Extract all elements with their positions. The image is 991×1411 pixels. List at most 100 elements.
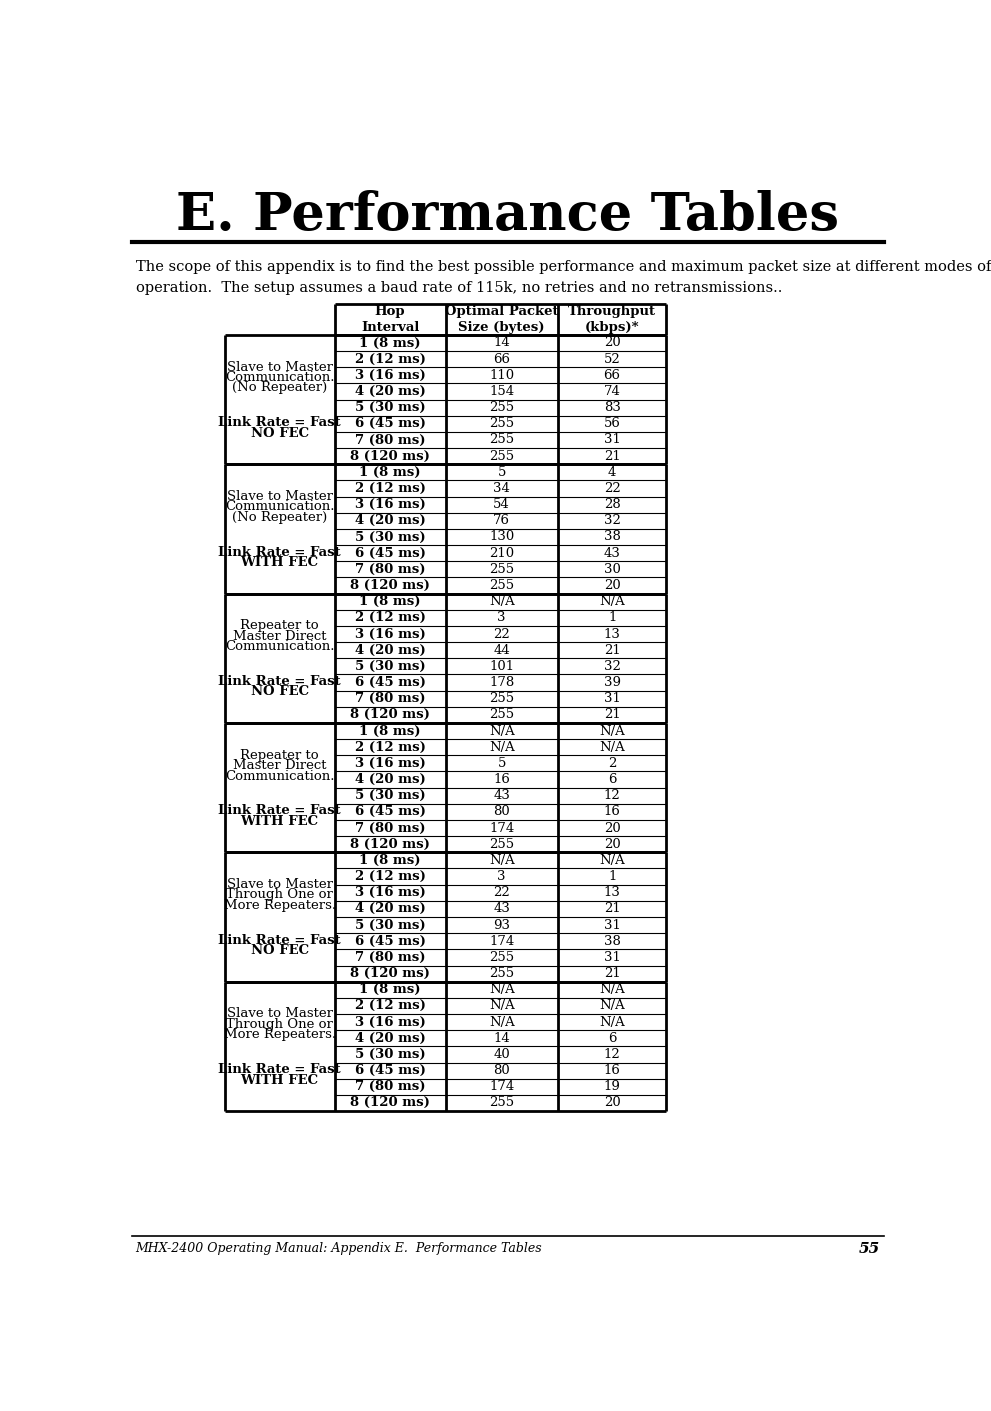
Text: 20: 20 [604, 838, 620, 851]
Text: 66: 66 [494, 353, 510, 365]
Text: 1 (8 ms): 1 (8 ms) [360, 336, 421, 350]
Text: 31: 31 [604, 433, 620, 446]
Text: 83: 83 [604, 401, 620, 415]
Text: 255: 255 [490, 951, 514, 964]
Text: 40: 40 [494, 1048, 510, 1061]
Text: 76: 76 [494, 515, 510, 528]
Text: 4 (20 ms): 4 (20 ms) [355, 773, 425, 786]
Text: N/A: N/A [600, 1016, 625, 1029]
Text: 4 (20 ms): 4 (20 ms) [355, 515, 425, 528]
Text: Link Rate = Fast: Link Rate = Fast [218, 934, 341, 947]
Text: 4 (20 ms): 4 (20 ms) [355, 1031, 425, 1044]
Text: 20: 20 [604, 579, 620, 593]
Text: 22: 22 [604, 483, 620, 495]
Text: 21: 21 [604, 708, 620, 721]
Text: N/A: N/A [489, 724, 514, 738]
Text: N/A: N/A [600, 999, 625, 1013]
Text: 255: 255 [490, 838, 514, 851]
Text: 1 (8 ms): 1 (8 ms) [360, 724, 421, 738]
Text: 5 (30 ms): 5 (30 ms) [355, 531, 425, 543]
Text: 5 (30 ms): 5 (30 ms) [355, 789, 425, 803]
Text: 39: 39 [604, 676, 620, 689]
Text: 6: 6 [607, 773, 616, 786]
Text: 4 (20 ms): 4 (20 ms) [355, 903, 425, 916]
Text: 16: 16 [604, 1064, 620, 1077]
Text: 7 (80 ms): 7 (80 ms) [355, 433, 425, 446]
Text: Throughput
(kbps)*: Throughput (kbps)* [568, 305, 656, 334]
Text: Through One or: Through One or [226, 1017, 333, 1031]
Text: 7 (80 ms): 7 (80 ms) [355, 1081, 425, 1094]
Text: 8 (120 ms): 8 (120 ms) [350, 967, 430, 981]
Text: 16: 16 [494, 773, 510, 786]
Text: More Repeaters.: More Repeaters. [224, 1029, 336, 1041]
Text: 1 (8 ms): 1 (8 ms) [360, 595, 421, 608]
Text: 255: 255 [490, 418, 514, 430]
Text: Communication.: Communication. [225, 641, 334, 653]
Text: 12: 12 [604, 1048, 620, 1061]
Text: 5: 5 [497, 466, 505, 478]
Text: 255: 255 [490, 563, 514, 576]
Text: 8 (120 ms): 8 (120 ms) [350, 838, 430, 851]
Text: More Repeaters.: More Repeaters. [224, 899, 336, 912]
Text: 3: 3 [497, 871, 506, 883]
Text: 8 (120 ms): 8 (120 ms) [350, 579, 430, 593]
Text: 8 (120 ms): 8 (120 ms) [350, 450, 430, 463]
Text: 178: 178 [490, 676, 514, 689]
Text: 255: 255 [490, 967, 514, 981]
Text: 3 (16 ms): 3 (16 ms) [355, 368, 425, 382]
Text: 20: 20 [604, 1096, 620, 1109]
Text: 21: 21 [604, 450, 620, 463]
Text: N/A: N/A [600, 741, 625, 753]
Text: Link Rate = Fast: Link Rate = Fast [218, 416, 341, 429]
Text: 255: 255 [490, 708, 514, 721]
Text: 3 (16 ms): 3 (16 ms) [355, 498, 425, 511]
Text: Slave to Master: Slave to Master [227, 878, 333, 892]
Text: Slave to Master: Slave to Master [227, 490, 333, 504]
Text: 38: 38 [604, 531, 620, 543]
Text: 54: 54 [494, 498, 510, 511]
Text: Link Rate = Fast: Link Rate = Fast [218, 804, 341, 817]
Text: N/A: N/A [489, 595, 514, 608]
Text: 74: 74 [604, 385, 620, 398]
Text: 16: 16 [604, 806, 620, 818]
Text: 5 (30 ms): 5 (30 ms) [355, 660, 425, 673]
Text: 4: 4 [607, 466, 616, 478]
Text: 4 (20 ms): 4 (20 ms) [355, 643, 425, 656]
Text: 5 (30 ms): 5 (30 ms) [355, 919, 425, 931]
Text: 2 (12 ms): 2 (12 ms) [355, 741, 425, 753]
Text: 1 (8 ms): 1 (8 ms) [360, 466, 421, 478]
Text: 7 (80 ms): 7 (80 ms) [355, 821, 425, 834]
Text: 255: 255 [490, 1096, 514, 1109]
Text: 28: 28 [604, 498, 620, 511]
Text: 22: 22 [494, 886, 510, 899]
Text: 21: 21 [604, 903, 620, 916]
Text: 6: 6 [607, 1031, 616, 1044]
Text: 21: 21 [604, 967, 620, 981]
Text: NO FEC: NO FEC [251, 686, 309, 698]
Text: 19: 19 [604, 1081, 620, 1094]
Text: Optimal Packet
Size (bytes): Optimal Packet Size (bytes) [445, 305, 559, 334]
Text: 80: 80 [494, 1064, 510, 1077]
Text: 2 (12 ms): 2 (12 ms) [355, 871, 425, 883]
Text: Link Rate = Fast: Link Rate = Fast [218, 1062, 341, 1077]
Text: 8 (120 ms): 8 (120 ms) [350, 708, 430, 721]
Text: 1 (8 ms): 1 (8 ms) [360, 983, 421, 996]
Text: 38: 38 [604, 934, 620, 948]
Text: 6 (45 ms): 6 (45 ms) [355, 546, 425, 560]
Text: Link Rate = Fast: Link Rate = Fast [218, 674, 341, 689]
Text: 43: 43 [494, 789, 510, 803]
Text: 7 (80 ms): 7 (80 ms) [355, 693, 425, 706]
Text: 80: 80 [494, 806, 510, 818]
Text: 52: 52 [604, 353, 620, 365]
Text: The scope of this appendix is to find the best possible performance and maximum : The scope of this appendix is to find th… [136, 260, 991, 295]
Text: 8 (120 ms): 8 (120 ms) [350, 1096, 430, 1109]
Text: Slave to Master: Slave to Master [227, 1007, 333, 1020]
Text: MHX-2400 Operating Manual: Appendix E.  Performance Tables: MHX-2400 Operating Manual: Appendix E. P… [136, 1242, 542, 1254]
Text: 21: 21 [604, 643, 620, 656]
Text: Communication.: Communication. [225, 501, 334, 514]
Text: 31: 31 [604, 693, 620, 706]
Text: 43: 43 [604, 546, 620, 560]
Text: 130: 130 [490, 531, 514, 543]
Text: N/A: N/A [489, 1016, 514, 1029]
Text: 255: 255 [490, 579, 514, 593]
